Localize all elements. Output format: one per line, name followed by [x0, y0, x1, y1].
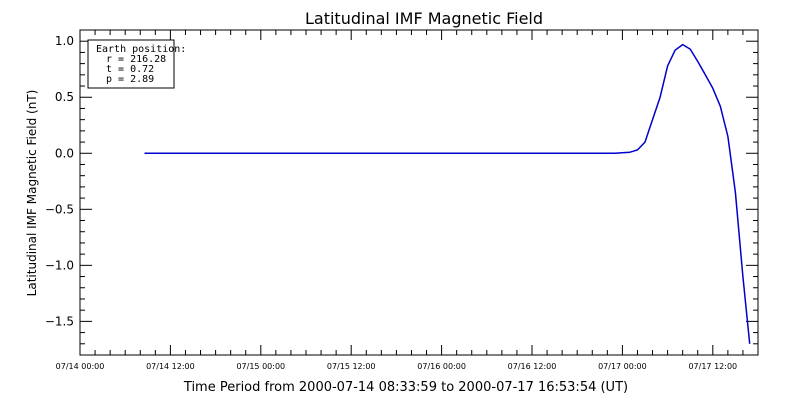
x-tick-label: 07/15 00:00 [236, 362, 285, 371]
legend: Earth position: r = 216.28 t = 0.72 p = … [87, 39, 186, 89]
x-tick-label: 07/17 12:00 [688, 362, 737, 371]
legend-line-p: p = 2.89 [106, 74, 154, 85]
y-axis-label: Latitudinal IMF Magnetic Field (nT) [25, 90, 39, 297]
legend-line-r: r = 216.28 [106, 54, 166, 65]
plot-frame [79, 29, 759, 356]
x-tick-label: 07/17 00:00 [598, 362, 647, 371]
x-axis-label: Time Period from 2000-07-14 08:33:59 to … [183, 380, 628, 395]
chart-title: Latitudinal IMF Magnetic Field [305, 9, 543, 28]
y-axis: 1.0 0.5 0.0 −0.5 −1.0 −1.5 [45, 29, 758, 356]
x-tick-label: 07/14 00:00 [56, 362, 105, 371]
y-tick-label: 0.0 [55, 146, 74, 160]
legend-line-t: t = 0.72 [106, 64, 154, 75]
x-tick-label: 07/15 12:00 [327, 362, 376, 371]
legend-line-header: Earth position: [96, 44, 186, 55]
series-group [144, 43, 751, 344]
y-tick-label: −0.5 [45, 202, 74, 216]
x-axis: 07/14 00:00 07/14 12:00 07/15 00:00 07/15 1… [56, 30, 759, 371]
x-tick-label: 07/16 00:00 [417, 362, 466, 371]
y-tick-label: −1.5 [45, 314, 74, 328]
y-tick-label: 0.5 [55, 90, 74, 104]
y-tick-label: −1.0 [45, 258, 74, 272]
x-tick-label: 07/14 12:00 [146, 362, 195, 371]
legend-box [87, 39, 175, 89]
y-tick-label: 1.0 [55, 34, 74, 48]
x-tick-label: 07/16 12:00 [508, 362, 557, 371]
series-line [144, 43, 751, 344]
